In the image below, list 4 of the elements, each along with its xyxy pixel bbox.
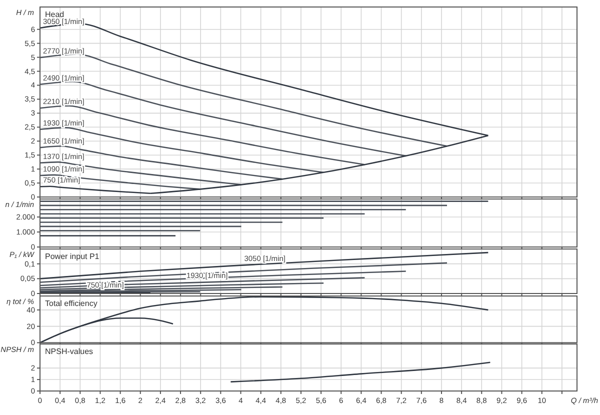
chart-title: Total efficiency [45,299,98,308]
chart-title: Power input P1 [45,252,100,261]
chart-title: NPSH-values [45,347,94,356]
chart-title: Head [45,10,64,19]
